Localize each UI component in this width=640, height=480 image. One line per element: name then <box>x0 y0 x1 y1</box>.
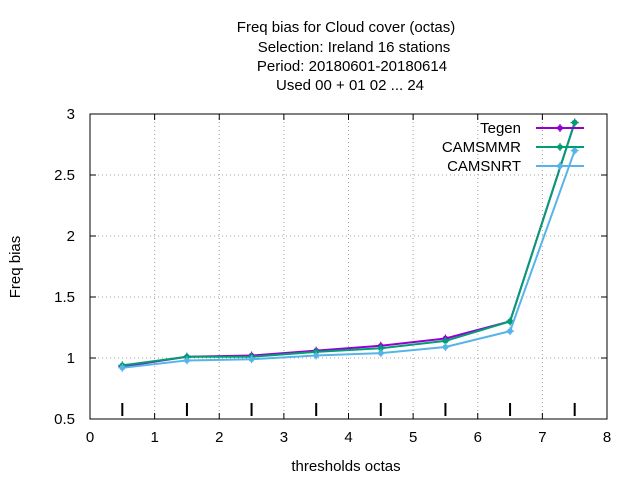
x-tick-label: 3 <box>280 429 288 446</box>
x-axis-label: thresholds octas <box>291 458 400 475</box>
legend-swatch-marker <box>556 124 564 132</box>
title-line-3: Period: 20180601-20180614 <box>257 58 447 75</box>
legend-swatch-marker <box>556 162 564 170</box>
plot-border <box>89 113 608 420</box>
x-tick-label: 4 <box>344 429 352 446</box>
series-line-2 <box>122 150 576 369</box>
legend-swatch-marker <box>556 143 564 151</box>
x-tick-label: 6 <box>474 429 482 446</box>
title-line-1: Freq bias for Cloud cover (octas) <box>237 19 455 36</box>
legend-label: CAMSNRT <box>447 158 521 175</box>
series-line-1 <box>122 122 576 367</box>
series-group <box>118 118 579 372</box>
legend: Tegen CAMSMMR CAMSNRT <box>442 120 584 175</box>
legend-label: Tegen <box>480 120 521 137</box>
x-tick-label: 2 <box>215 429 223 446</box>
x-tick-label: 1 <box>150 429 158 446</box>
axis-ticks: 0 1 2 3 4 5 6 7 8 0.5 1 1.5 2 2.5 3 <box>54 106 611 446</box>
chart-title: Freq bias for Cloud cover (octas) Select… <box>237 19 455 94</box>
x-tick-label: 7 <box>538 429 546 446</box>
data-point <box>506 327 515 336</box>
y-tick-label: 0.5 <box>54 411 75 428</box>
title-line-4: Used 00 + 01 02 ... 24 <box>276 77 424 94</box>
legend-label: CAMSMMR <box>442 139 521 156</box>
data-point <box>441 343 450 352</box>
y-axis-label: Freq bias <box>7 236 24 299</box>
y-tick-label: 2 <box>67 228 75 245</box>
data-point <box>376 349 385 358</box>
y-tick-label: 3 <box>67 106 75 123</box>
data-point <box>247 355 256 364</box>
data-point <box>118 363 127 372</box>
x-tick-label: 8 <box>603 429 611 446</box>
data-point <box>570 118 579 127</box>
x-tick-label: 0 <box>86 429 94 446</box>
data-point <box>182 356 191 365</box>
grid <box>90 114 607 419</box>
y-tick-label: 2.5 <box>54 167 75 184</box>
x-tick-label: 5 <box>409 429 417 446</box>
data-point <box>312 351 321 360</box>
y-tick-label: 1 <box>67 350 75 367</box>
y-tick-label: 1.5 <box>54 289 75 306</box>
title-line-2: Selection: Ireland 16 stations <box>258 39 451 56</box>
